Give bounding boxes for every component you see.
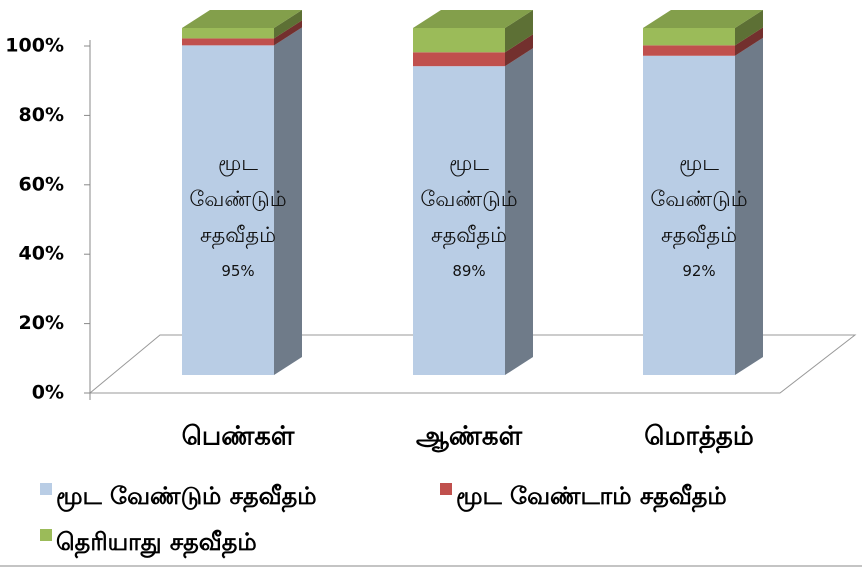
legend-swatch: [40, 483, 52, 495]
y-tick-label: 0%: [32, 382, 64, 404]
data-label-name: மூட வேண்டும் சதவீதம்: [420, 151, 518, 247]
bar-side-shade: [505, 34, 533, 67]
y-tick-label: 80%: [19, 104, 64, 126]
bar-front: [643, 55, 735, 375]
bar-side-shade: [505, 48, 533, 376]
bar-side-shade: [735, 37, 763, 375]
x-tick-label: ஆண்கள்: [416, 422, 523, 453]
bar-side: [735, 37, 763, 375]
bar-side-shade: [274, 10, 302, 39]
bar-side: [735, 27, 763, 56]
bar-side-shade: [735, 27, 763, 56]
bar-side-shade: [505, 10, 533, 53]
bar-top: [413, 10, 533, 28]
legend-swatch: [40, 529, 52, 541]
bar-top: [643, 10, 763, 28]
data-label-value: 89%: [452, 262, 486, 280]
bar-front: [413, 52, 505, 67]
bar-top-shade: [413, 10, 533, 28]
y-tick-label: 60%: [19, 173, 64, 195]
bar-side-shade: [274, 20, 302, 46]
bar-front: [413, 66, 505, 376]
y-tick-label: 20%: [19, 312, 64, 334]
y-tick-label: 40%: [19, 243, 64, 265]
bar-front: [643, 45, 735, 56]
bar-side: [505, 34, 533, 67]
legend-swatch: [440, 483, 452, 495]
x-tick-label: பெண்கள்: [182, 422, 295, 452]
x-tick-label: மொத்தம்: [644, 422, 754, 454]
bar-front: [182, 38, 274, 46]
bar-front: [643, 28, 735, 46]
data-label-name: மூட வேண்டும் சதவீதம்: [650, 151, 748, 247]
bar-side-shade: [274, 27, 302, 375]
bar-top-shade: [182, 10, 302, 28]
legend-label: மூட வேண்டும் சதவீதம்: [56, 482, 317, 513]
data-label-value: 95%: [221, 262, 255, 280]
y-tick-label: 100%: [5, 35, 64, 57]
bar-side: [505, 10, 533, 53]
bar-top: [182, 10, 302, 28]
bar-front: [182, 28, 274, 39]
bar-side: [274, 10, 302, 39]
bar-side: [274, 20, 302, 46]
bar-side: [505, 48, 533, 376]
data-label-name: மூட வேண்டும் சதவீதம்: [189, 151, 287, 247]
bar-side-shade: [735, 10, 763, 46]
data-label-value: 92%: [682, 262, 716, 280]
legend-label: தெரியாது சதவீதம்: [56, 528, 257, 559]
bar-top-shade: [643, 10, 763, 28]
bar-side: [735, 10, 763, 46]
bar-side: [274, 27, 302, 375]
bar-front: [182, 45, 274, 375]
bar-front: [413, 28, 505, 53]
legend-label: மூட வேண்டாம் சதவீதம்: [456, 482, 727, 513]
